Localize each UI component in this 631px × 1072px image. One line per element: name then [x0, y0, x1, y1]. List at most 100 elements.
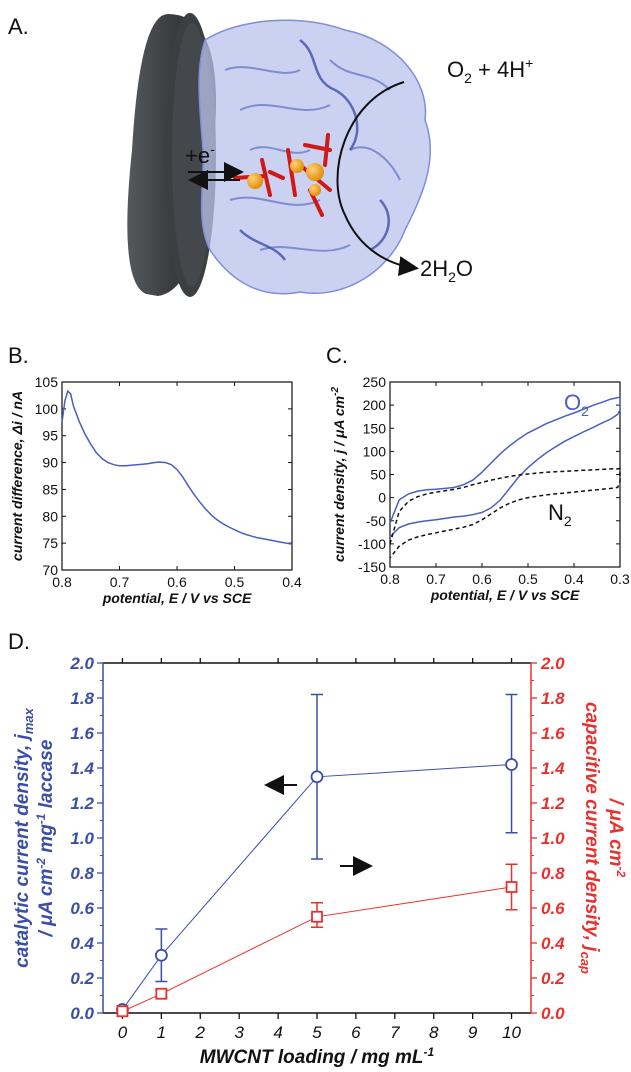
- chart-c-series-name: N: [548, 500, 564, 525]
- chart-b-ylabel-symbol: Δi: [9, 420, 25, 435]
- chart-c-ytick-label: 250: [363, 374, 387, 390]
- chart-c-ytick-label: 50: [370, 467, 386, 483]
- chart-d-right-ytick-label: 0.0: [541, 1004, 565, 1023]
- chart-c-ytick-label: 200: [363, 397, 387, 413]
- chart-c-series-name-subscript: 2: [564, 513, 572, 529]
- chart-d-capacitive-point: [311, 910, 323, 923]
- chart-b-ytick-label: 100: [35, 401, 59, 417]
- chart-b-ytick-label: 90: [42, 455, 58, 471]
- chart-d-right-ylabel-symbol: j: [581, 943, 602, 952]
- chart-c-xlabel-symbol: E: [497, 587, 507, 603]
- chart-c-xlabel-text: potential,: [430, 587, 497, 603]
- chart-c-ytick-label: 150: [363, 420, 387, 436]
- chart-c-ytick-label: 0: [378, 490, 386, 506]
- chart-d-right-ylabel-text: capacitive current density,: [581, 702, 602, 946]
- chart-d-right-ytick-label: 1.4: [541, 759, 565, 778]
- chart-d-capacitive-point: [116, 1005, 129, 1018]
- chart-d-left-ytick-label: 1.4: [70, 759, 94, 778]
- chart-c-ytick-label: -100: [358, 536, 386, 552]
- chart-d-xlabel-unit: / mg mL: [345, 1047, 423, 1068]
- chart-d-catalytic-point: [505, 758, 518, 771]
- panel-c: C. -150 -100 -50 0 50 100 150 200 250 0.8 0.7 0.6 0.…: [326, 343, 630, 603]
- chart-d-xlabel-exponent: -1: [424, 1045, 435, 1059]
- chart-c-ylabel-unit: / μA cm: [331, 396, 347, 450]
- chart-b-xtick-label: 0.5: [225, 574, 245, 590]
- chart-c-xtick-label: 0.6: [472, 571, 492, 587]
- chart-d-right-unit-text: / μA cm: [605, 798, 626, 867]
- chart-c-x-axis-title: potential, E / V vs SCE: [430, 587, 580, 603]
- chart-d-right-ytick-label: 0.4: [541, 934, 565, 953]
- chart-d-right-ytick-label: 2.0: [540, 654, 565, 673]
- chart-d-right-ytick-label: 0.6: [541, 899, 565, 918]
- chart-b-plot-frame: [61, 381, 293, 571]
- chart-d-xtick-label: 2: [195, 1023, 206, 1042]
- chart-d-xtick-label: 5: [312, 1023, 322, 1042]
- chart-d-left-ytick-label: 2.0: [69, 654, 94, 673]
- chart-c-ylabel-text: current density,: [331, 454, 347, 562]
- chart-c-series-name: O: [564, 390, 581, 415]
- chart-d-right-ylabel-subscript: cap: [578, 952, 593, 974]
- chart-b-xlabel-unit: / V vs SCE: [178, 590, 252, 606]
- chart-b-xlabel-symbol: E: [169, 590, 179, 606]
- chart-d-left-unit-exponent: -1: [34, 813, 48, 824]
- chart-d-left-ytick-label: 1.6: [70, 724, 94, 743]
- chart-c-series-name-subscript: 2: [581, 403, 589, 419]
- chart-b-xtick-label: 0.4: [282, 574, 302, 590]
- chart-b-ytick-label: 75: [42, 535, 58, 551]
- chart-d-left-ytick-label: 1.2: [70, 794, 94, 813]
- chart-d-left-ytick-label: 0.2: [70, 969, 94, 988]
- chart-d-xtick-label: 10: [502, 1023, 521, 1042]
- chart-d-xtick-label: 9: [468, 1023, 478, 1042]
- panel-d-label: D.: [8, 629, 30, 654]
- electron-label: +e-: [185, 141, 215, 168]
- chart-b-ylabel-unit: / nA: [9, 391, 25, 421]
- chart-d-capacitive-point: [155, 987, 168, 1000]
- chart-d-left-ytick-label: 0.8: [70, 864, 94, 883]
- chart-d-left-ytick-label: 0.0: [70, 1004, 94, 1023]
- chart-d-right-ytick-label: 1.0: [541, 829, 565, 848]
- chart-c-xtick-label: 0.3: [610, 571, 630, 587]
- chart-d-left-ytick-label: 0.4: [70, 934, 94, 953]
- chart-b-ytick-label: 80: [42, 508, 58, 524]
- chart-c-ytick-label: -150: [358, 559, 386, 575]
- chart-b-xtick-label: 0.7: [110, 574, 130, 590]
- chart-d-left-unit-text: mg: [36, 824, 57, 858]
- panel-b-label: B.: [8, 343, 29, 368]
- chart-d-catalytic-point: [154, 948, 168, 962]
- chart-d-right-y-title-units: / μA cm-2: [605, 798, 628, 878]
- chart-d-xtick-label: 1: [157, 1023, 166, 1042]
- chart-d-xtick-label: 3: [234, 1023, 244, 1042]
- chart-d-catalytic-line: [122, 764, 512, 1010]
- chart-b-xtick-label: 0.8: [52, 574, 72, 590]
- chart-c-ytick-label: -50: [366, 513, 386, 529]
- chart-d-catalytic-point: [310, 770, 324, 784]
- chart-d-left-unit-text: laccase: [36, 739, 57, 813]
- chart-d-right-ytick-label: 1.8: [541, 689, 565, 708]
- copper-sites: [233, 133, 332, 217]
- chart-d-right-ytick-label: 1.2: [541, 794, 565, 813]
- chart-c-ylabel-unit-exponent: -2: [330, 387, 341, 396]
- chart-d-xtick-label: 6: [351, 1023, 361, 1042]
- chart-d-left-ytick-label: 0.6: [70, 899, 94, 918]
- chart-d-left-unit-text: / μA cm: [36, 869, 57, 938]
- chart-c-series-line-2: [389, 467, 621, 559]
- panel-d: D. 0.0 0.0 0.2 0.2 0.4 0.4 0.6 0.6 0.8 0.8 1.0 1.0 1…: [8, 629, 628, 1068]
- panel-b: B. 70 75 80 85 90 95 100 105 0.8 0.7 0.6 0.5 0.4 pote…: [8, 343, 302, 606]
- chart-d-left-ylabel-text: catalytic current density,: [12, 739, 33, 967]
- chart-c-xtick-label: 0.8: [380, 571, 400, 587]
- chart-d-left-ytick-label: 1.8: [70, 689, 94, 708]
- chart-b-y-axis-title: current difference, Δi / nA: [9, 391, 25, 561]
- chart-c-series-line-1: [389, 395, 621, 538]
- chart-b-ytick-label: 85: [42, 481, 58, 497]
- chart-d-left-ytick-label: 1.0: [70, 829, 94, 848]
- chart-c-ylabel-symbol: j: [331, 449, 347, 456]
- chart-d-right-unit-exponent: -2: [614, 867, 628, 878]
- reaction-arc: O2 + 4H+ 2H2O: [336, 55, 533, 285]
- chart-c-xtick-label: 0.5: [518, 571, 538, 587]
- chart-c-ytick-label: 100: [363, 443, 387, 459]
- chart-b-ytick-label: 105: [35, 374, 59, 390]
- chart-b-x-axis-title: potential, E / V vs SCE: [102, 590, 252, 606]
- chart-d-left-ylabel-symbol: j: [12, 733, 33, 742]
